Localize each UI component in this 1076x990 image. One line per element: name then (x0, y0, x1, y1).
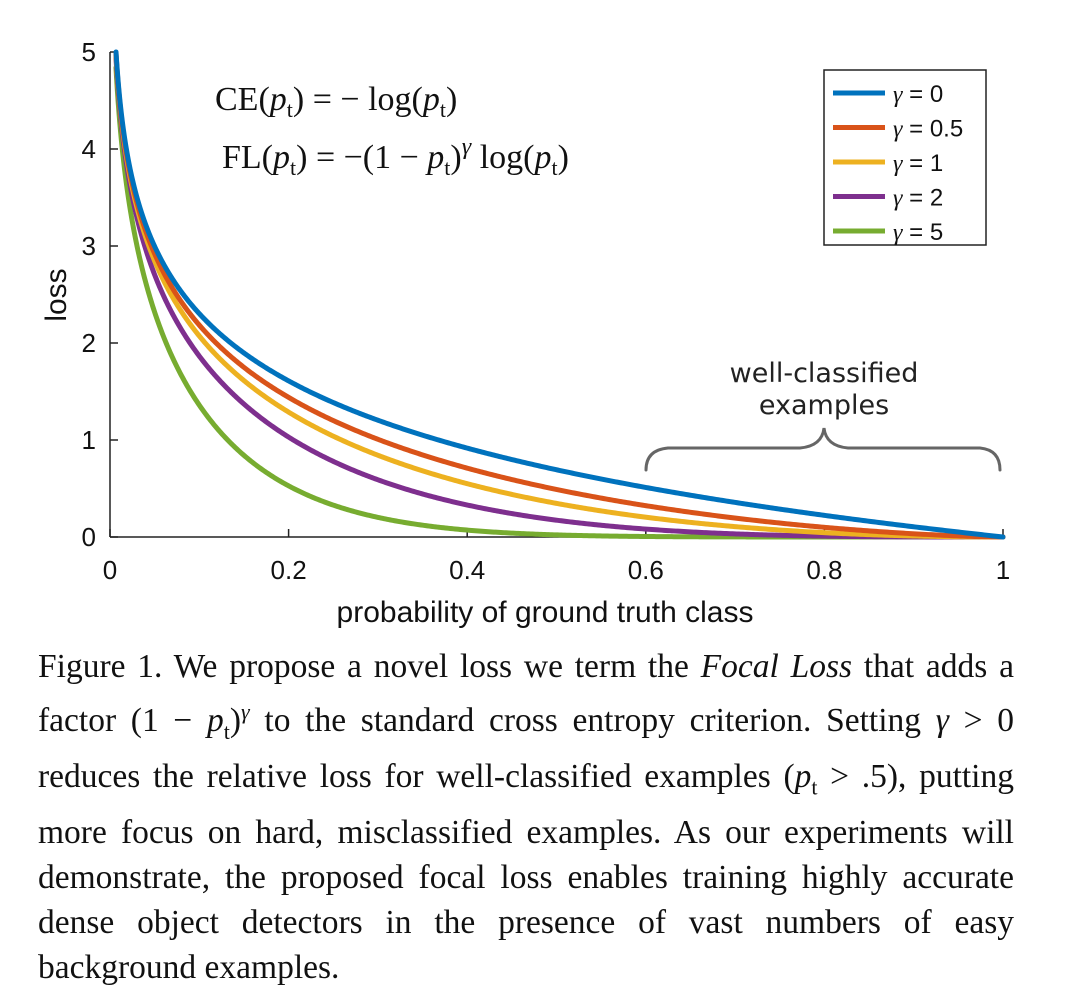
series-line-gamma-0 (113, 49, 1006, 540)
fl-formula: FL(pt) = −(1 − pt)γ log(pt) (222, 134, 569, 180)
y-tick-label: 3 (82, 231, 96, 261)
x-tick-label: 0.6 (628, 555, 664, 585)
series-line-gamma-0-5 (113, 50, 1006, 540)
well-classified-annotation: well-classified examples (644, 358, 1002, 472)
chart-series (113, 49, 1006, 540)
legend-label: γ = 0.5 (893, 116, 963, 143)
y-tick-label: 4 (82, 134, 96, 164)
legend-label: γ = 5 (893, 219, 943, 246)
focal-loss-term: Focal Loss (700, 648, 853, 685)
x-tick-label: 0.4 (449, 555, 485, 585)
x-tick-label: 1 (996, 555, 1010, 585)
ce-formula: CE(pt) = − log(pt) (215, 81, 457, 122)
chart-legend: γ = 0 γ = 0.5 γ = 1 γ = 2 γ = 5 (823, 69, 987, 246)
legend-label: γ = 1 (893, 150, 943, 177)
x-tick-label: 0 (103, 555, 117, 585)
curly-brace-icon (644, 427, 1002, 472)
focal-loss-figure: 0 0.2 0.4 0.6 0.8 1 0 1 2 3 4 5 CE(pt) = − log(pt) … (40, 37, 1011, 629)
figure-caption: Figure 1. We propose a novel loss we ter… (38, 648, 1014, 986)
y-tick-label: 2 (82, 328, 96, 358)
x-axis-title: probability of ground truth class (337, 596, 754, 629)
y-tick-label: 1 (82, 425, 96, 455)
chart-axes: 0 0.2 0.4 0.6 0.8 1 0 1 2 3 4 5 (82, 37, 1011, 585)
legend-label: γ = 0 (893, 81, 943, 108)
y-tick-label: 0 (82, 522, 96, 552)
y-axis-title: loss (40, 268, 73, 321)
series-line-gamma-2 (113, 55, 1006, 540)
y-tick-label: 5 (82, 37, 96, 67)
x-tick-label: 0.8 (806, 555, 842, 585)
x-tick-label: 0.2 (271, 555, 307, 585)
series-line-gamma-1 (113, 52, 1006, 540)
annotation-line-2: examples (759, 390, 889, 421)
caption-label: Figure 1. (38, 648, 163, 685)
legend-box (823, 69, 987, 246)
legend-label: γ = 2 (893, 185, 943, 212)
annotation-line-1: well-classified (730, 358, 919, 389)
